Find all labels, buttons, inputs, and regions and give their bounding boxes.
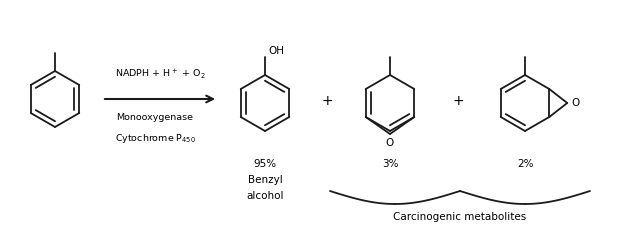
Text: 3%: 3% <box>381 159 398 169</box>
Text: Monooxygenase: Monooxygenase <box>116 113 193 122</box>
Text: Cytochrome P$_{450}$: Cytochrome P$_{450}$ <box>115 132 195 145</box>
Text: O: O <box>572 98 579 108</box>
Text: 95%: 95% <box>253 159 276 169</box>
Text: +: + <box>452 94 464 108</box>
Text: NADPH + H$^+$ + O$_2$: NADPH + H$^+$ + O$_2$ <box>115 67 205 81</box>
Text: O: O <box>386 138 394 148</box>
Text: Benzyl: Benzyl <box>248 175 282 185</box>
Text: +: + <box>321 94 333 108</box>
Text: 2%: 2% <box>516 159 533 169</box>
Text: alcohol: alcohol <box>246 191 284 201</box>
Text: Carcinogenic metabolites: Carcinogenic metabolites <box>394 212 527 222</box>
Text: OH: OH <box>268 46 284 55</box>
